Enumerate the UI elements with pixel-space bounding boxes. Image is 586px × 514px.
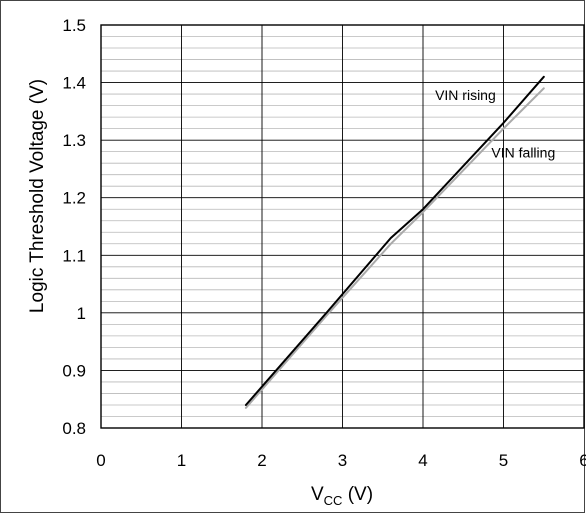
x-tick-label: 2	[257, 451, 266, 470]
x-tick-label: 6	[579, 451, 586, 470]
y-tick-label: 1	[77, 304, 86, 323]
y-tick-label: 1.4	[62, 74, 86, 93]
x-tick-label: 5	[499, 451, 508, 470]
series-line-vin-falling	[244, 87, 545, 409]
y-tick-label: 0.8	[62, 419, 86, 438]
x-tick-label: 1	[177, 451, 186, 470]
x-axis-label-subscript: CC	[324, 493, 343, 508]
annotations: VIN rising VIN falling	[435, 87, 555, 161]
series-line-vin-rising	[244, 75, 545, 406]
x-axis-label: VCC (V)	[311, 484, 373, 508]
x-tick-label: 3	[338, 451, 347, 470]
y-tick-label: 1.2	[62, 189, 86, 208]
plot-area	[100, 24, 585, 429]
y-tick-label: 1.3	[62, 131, 86, 150]
x-axis-label-main: V	[311, 484, 324, 505]
tick-labels: 0 1 2 3 4 5 6 0.8 0.9 1 1.1 1.2 1.3 1.4 1.5	[62, 16, 586, 470]
y-tick-label: 0.9	[62, 361, 86, 380]
x-tick-label: 4	[418, 451, 427, 470]
major-grid	[101, 25, 584, 428]
y-axis-label: Logic Threshold Voltage (V)	[27, 79, 48, 313]
series-annotation: VIN falling	[491, 144, 555, 160]
x-tick-label: 0	[96, 451, 105, 470]
x-axis-label-unit: (V)	[342, 484, 373, 505]
y-tick-label: 1.1	[62, 246, 86, 265]
y-tick-label: 1.5	[62, 16, 86, 35]
series-layer	[244, 75, 545, 409]
series-annotation: VIN rising	[435, 87, 496, 103]
